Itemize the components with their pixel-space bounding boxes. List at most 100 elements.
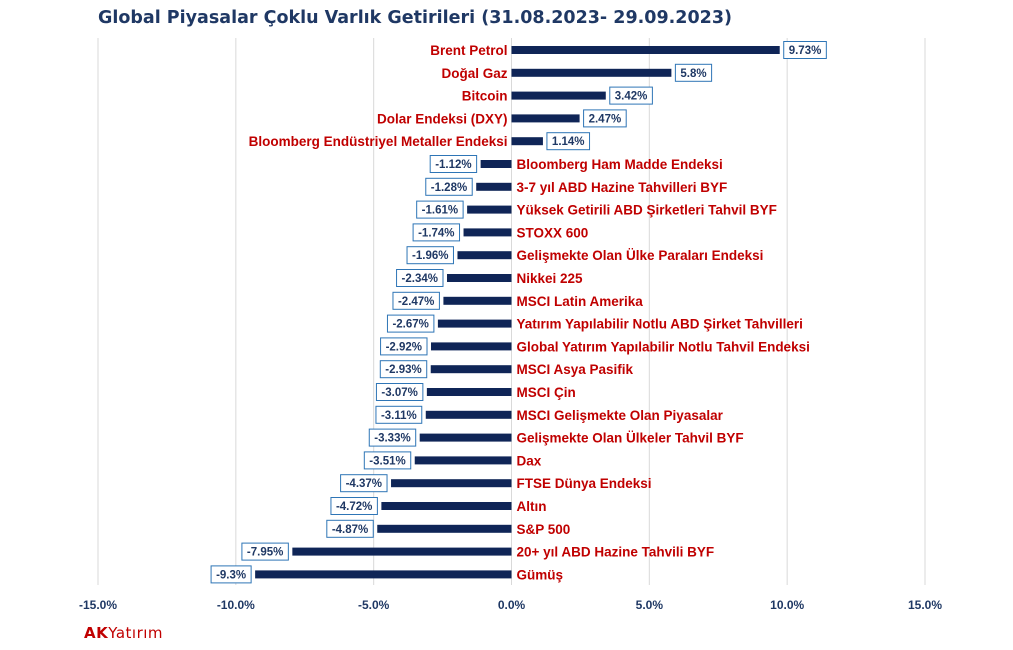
data-label: 2.47% bbox=[589, 113, 622, 125]
bar bbox=[391, 479, 512, 488]
data-label-box bbox=[375, 405, 423, 424]
bar bbox=[511, 91, 606, 100]
bar bbox=[430, 365, 512, 374]
x-tick-label: -5.0% bbox=[358, 598, 390, 612]
x-tick-label: 5.0% bbox=[636, 598, 664, 612]
category-label: MSCI Çin bbox=[517, 385, 576, 400]
bar bbox=[457, 251, 512, 260]
category-label: Yatırım Yapılabilir Notlu ABD Şirket Tah… bbox=[517, 317, 803, 332]
category-label: 20+ yıl ABD Hazine Tahvili BYF bbox=[517, 545, 715, 560]
data-label: -1.74% bbox=[418, 227, 454, 239]
bar bbox=[426, 388, 512, 396]
category-label: MSCI Gelişmekte Olan Piyasalar bbox=[517, 408, 724, 423]
data-label-box bbox=[425, 177, 473, 196]
bar bbox=[463, 228, 512, 237]
data-label: -4.87% bbox=[332, 524, 368, 536]
bar bbox=[255, 570, 512, 579]
data-label: -4.72% bbox=[336, 501, 372, 513]
data-label: 3.42% bbox=[615, 91, 648, 103]
data-label: 1.14% bbox=[552, 136, 585, 148]
data-label: -2.93% bbox=[385, 364, 421, 376]
data-label: -3.51% bbox=[369, 455, 405, 467]
x-tick-label: 15.0% bbox=[908, 598, 942, 612]
logo-ak: AK bbox=[84, 624, 109, 642]
bar bbox=[381, 502, 512, 510]
data-label-box bbox=[368, 428, 417, 447]
data-label: -2.47% bbox=[398, 296, 434, 308]
x-tick-label: 10.0% bbox=[770, 598, 804, 612]
data-label-box bbox=[340, 474, 388, 493]
data-label-box bbox=[330, 497, 378, 515]
data-label-box bbox=[406, 246, 454, 265]
data-label-box bbox=[583, 109, 627, 128]
data-label-box bbox=[375, 383, 424, 401]
bar bbox=[419, 433, 512, 442]
data-label-box bbox=[363, 451, 412, 470]
data-label: 9.73% bbox=[789, 45, 822, 57]
data-label-box bbox=[416, 200, 464, 219]
logo-yatirim: Yatırım bbox=[108, 624, 164, 642]
category-label: Yüksek Getirili ABD Şirketleri Tahvil BY… bbox=[517, 203, 777, 218]
bar bbox=[431, 342, 512, 351]
data-label: -2.92% bbox=[386, 341, 422, 353]
akyatirim-logo: AKYatırım bbox=[84, 624, 163, 642]
category-label: Dolar Endeksi (DXY) bbox=[377, 111, 508, 126]
data-label: 5.8% bbox=[680, 68, 706, 80]
bar bbox=[446, 274, 512, 282]
data-label: -4.37% bbox=[346, 478, 382, 490]
bar bbox=[443, 296, 512, 305]
category-label: 3-7 yıl ABD Hazine Tahvilleri BYF bbox=[517, 180, 728, 195]
data-label-box bbox=[412, 223, 461, 242]
data-label: -3.11% bbox=[381, 410, 417, 422]
data-label: -2.67% bbox=[392, 319, 428, 331]
bar bbox=[377, 524, 512, 533]
category-label: Doğal Gaz bbox=[441, 66, 507, 81]
data-label: -1.96% bbox=[412, 250, 448, 262]
data-label-box bbox=[429, 155, 478, 173]
x-tick-label: -10.0% bbox=[217, 598, 255, 612]
data-label: -1.12% bbox=[435, 159, 471, 171]
bar bbox=[476, 182, 512, 191]
data-label: -2.34% bbox=[402, 273, 438, 285]
bar bbox=[511, 137, 543, 146]
bar bbox=[437, 319, 512, 328]
category-label: Gelişmekte Olan Ülkeler Tahvil BYF bbox=[517, 431, 744, 446]
bar bbox=[425, 410, 512, 419]
data-label: -9.3% bbox=[216, 569, 246, 581]
data-label: -1.28% bbox=[431, 182, 467, 194]
data-label-box bbox=[546, 132, 591, 151]
data-label: -1.61% bbox=[422, 205, 458, 217]
data-label: -3.33% bbox=[374, 433, 410, 445]
category-label: FTSE Dünya Endeksi bbox=[517, 476, 652, 491]
category-label: Bloomberg Endüstriyel Metaller Endeksi bbox=[249, 134, 508, 149]
category-label: Altın bbox=[517, 499, 547, 514]
data-label-box bbox=[241, 542, 289, 561]
bar bbox=[511, 46, 780, 54]
category-label: Brent Petrol bbox=[430, 43, 507, 58]
category-label: Global Yatırım Yapılabilir Notlu Tahvil … bbox=[517, 339, 810, 354]
category-label: S&P 500 bbox=[517, 522, 571, 537]
x-tick-label: -15.0% bbox=[79, 598, 117, 612]
category-label: STOXX 600 bbox=[517, 225, 589, 240]
data-label-box bbox=[210, 565, 252, 584]
category-label: Dax bbox=[517, 453, 542, 468]
bar bbox=[414, 456, 512, 465]
bar bbox=[511, 68, 672, 77]
data-label-box bbox=[392, 291, 440, 310]
x-tick-label: 0.0% bbox=[498, 598, 526, 612]
data-label-box bbox=[783, 41, 827, 59]
data-label: -7.95% bbox=[247, 547, 283, 559]
category-label: Nikkei 225 bbox=[517, 271, 584, 286]
chart-title: Global Piyasalar Çoklu Varlık Getirileri… bbox=[98, 8, 732, 28]
data-label-box bbox=[396, 269, 444, 287]
data-label-box bbox=[386, 314, 435, 333]
category-label: Bitcoin bbox=[462, 89, 508, 104]
bar bbox=[511, 114, 580, 123]
data-label-box bbox=[379, 360, 428, 379]
bar bbox=[480, 160, 512, 168]
category-label: Gelişmekte Olan Ülke Paraları Endeksi bbox=[517, 248, 764, 263]
data-label: -3.07% bbox=[381, 387, 417, 399]
data-label-box bbox=[326, 519, 374, 538]
category-label: MSCI Asya Pasifik bbox=[517, 362, 634, 377]
